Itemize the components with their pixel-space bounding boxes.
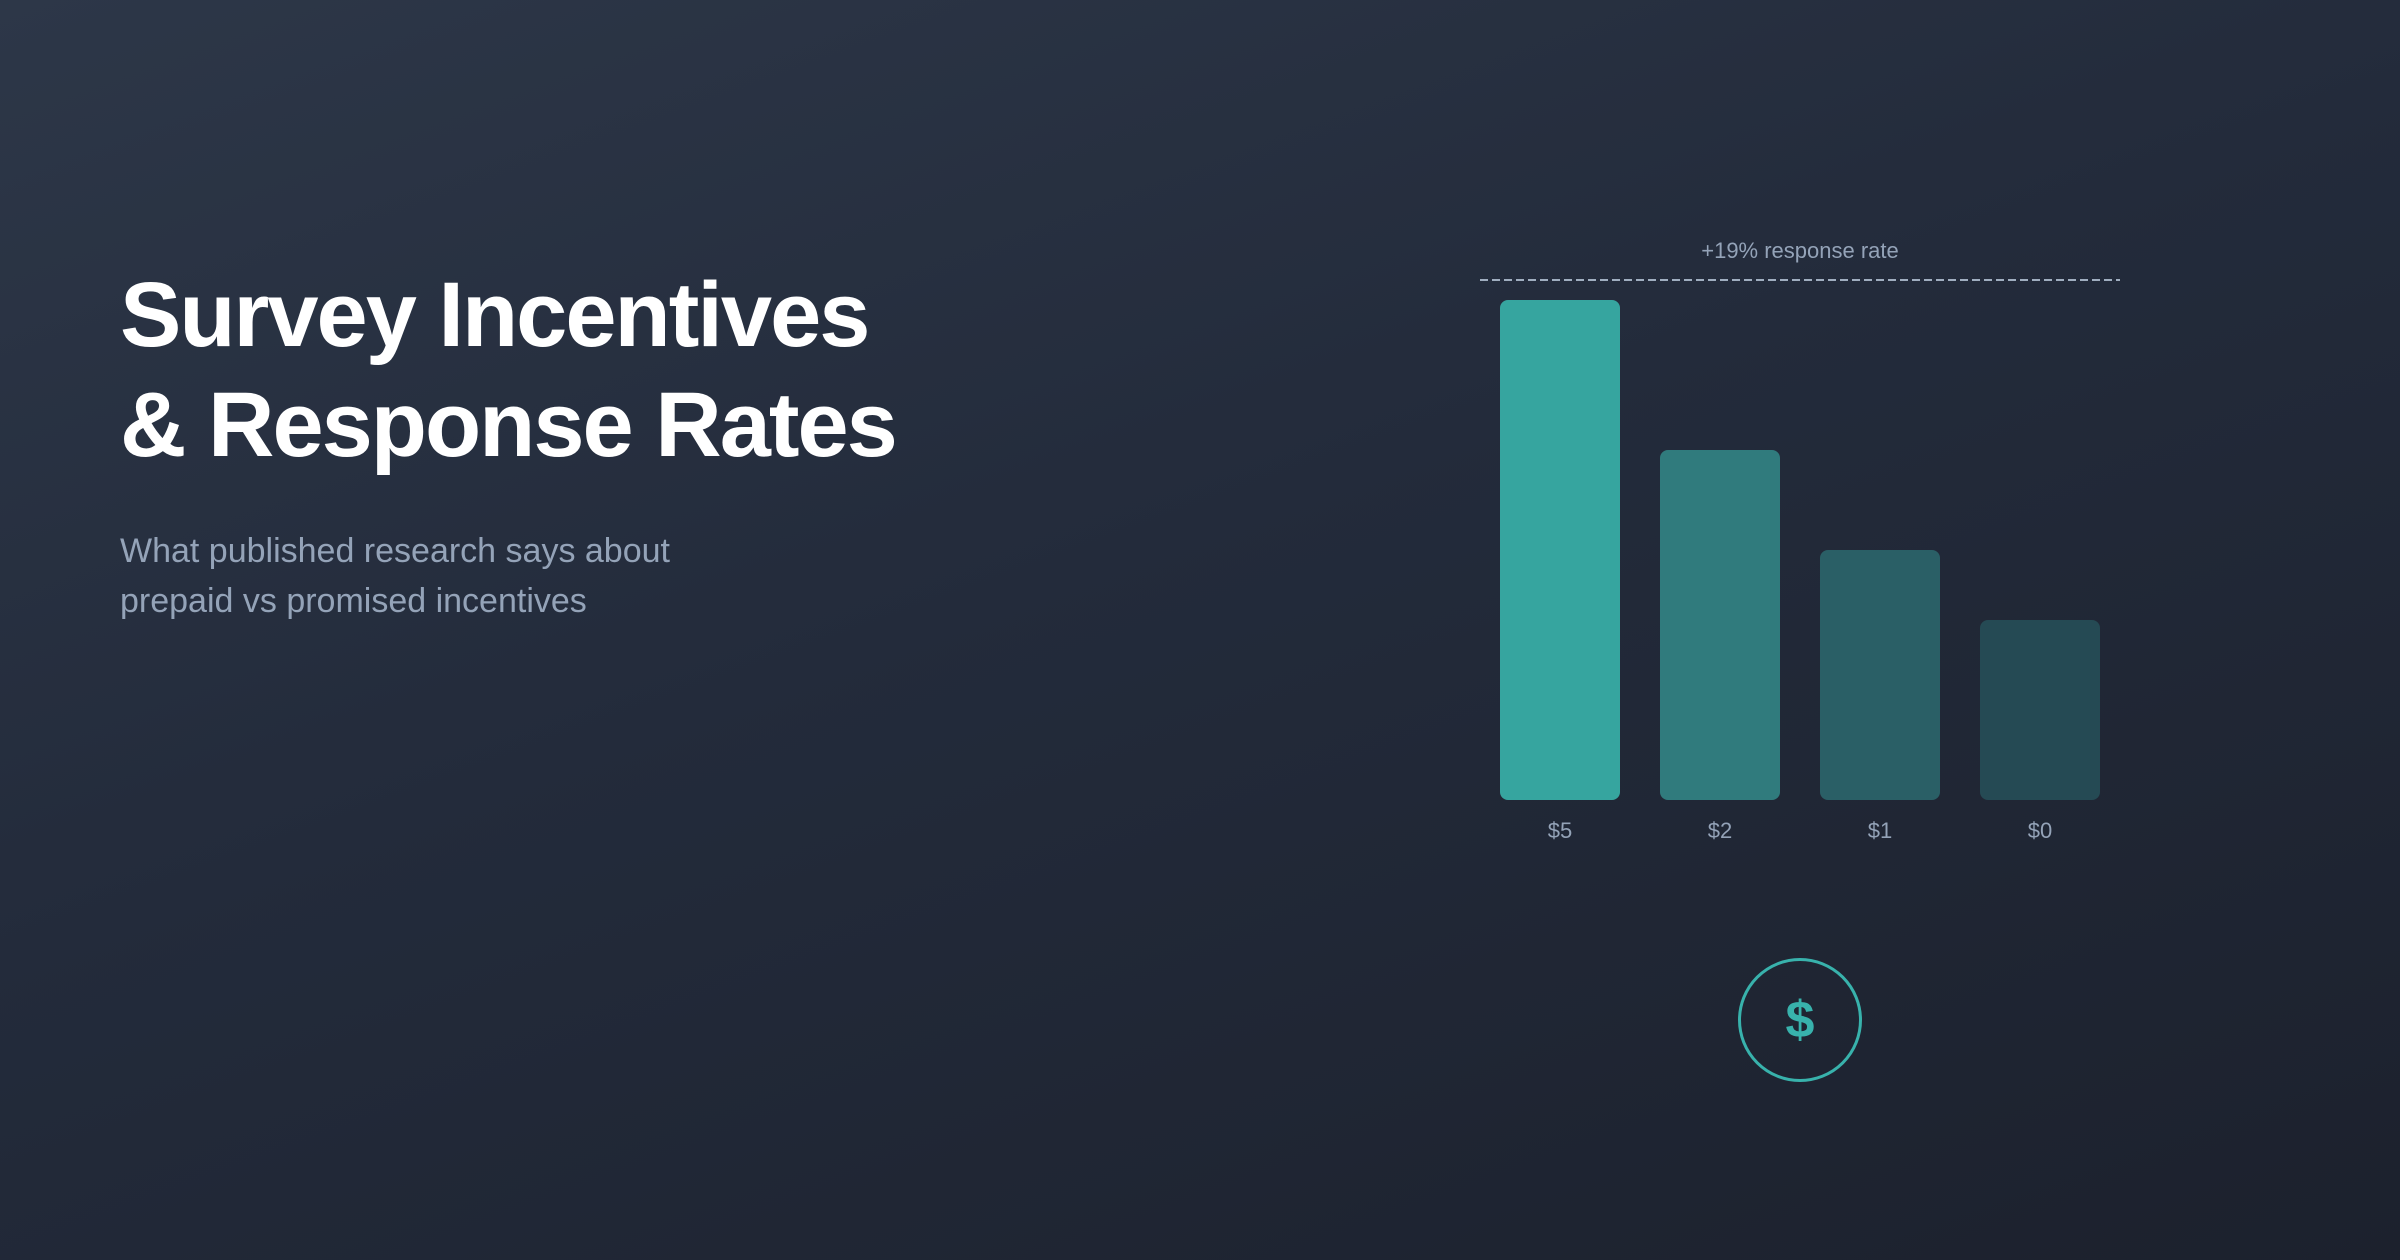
subtitle-line-2: prepaid vs promised incentives — [120, 582, 587, 620]
title-line-1: Survey Incentives — [120, 264, 870, 366]
annotation-label: +19% response rate — [1701, 238, 1899, 263]
bar-chart: +19% response rate $5 $2 $1 $0 — [1480, 230, 2120, 870]
dollar-badge: $ — [1738, 958, 1862, 1082]
title-line-2: & Response Rates — [120, 374, 898, 476]
bar — [1660, 450, 1780, 800]
bar-label: $1 — [1867, 818, 1893, 843]
annotation-dashed-line — [1480, 279, 2120, 281]
dollar-icon: $ — [1785, 991, 1815, 1049]
subtitle-line-1: What published research says about — [120, 532, 670, 570]
bar-label: $0 — [2027, 818, 2053, 843]
page-title: Survey Incentives & Response Rates — [120, 260, 1020, 480]
bar-label: $5 — [1547, 818, 1573, 843]
bar-label: $2 — [1707, 818, 1733, 843]
bar — [1500, 300, 1620, 800]
bar — [1820, 550, 1940, 800]
page-subtitle: What published research says about prepa… — [120, 526, 820, 626]
bar — [1980, 620, 2100, 800]
